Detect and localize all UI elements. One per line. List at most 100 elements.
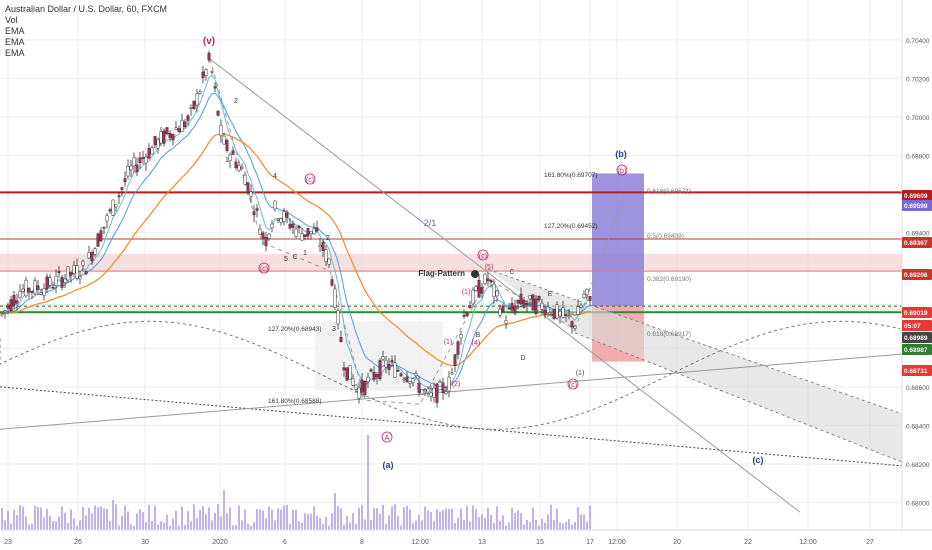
ratio-label: 2/1: [424, 218, 437, 228]
volume-bar: [277, 508, 279, 530]
volume-bar: [301, 522, 303, 530]
wave-letter: C: [292, 254, 297, 261]
volume-bar: [463, 520, 465, 530]
candle: [138, 157, 142, 164]
candle: [552, 309, 556, 319]
volume-bar: [532, 507, 534, 530]
volume-bar: [325, 516, 327, 530]
y-tick-label: 0.68600: [906, 385, 930, 392]
volume-bar: [184, 524, 186, 530]
candle: [561, 307, 565, 318]
volume-bar: [271, 509, 273, 530]
volume-bar: [514, 512, 516, 530]
candle: [27, 287, 31, 293]
volume-bar: [364, 519, 366, 530]
candle: [336, 310, 340, 325]
volume-bar: [445, 508, 447, 530]
candle: [33, 280, 37, 294]
volume-bar: [550, 504, 552, 530]
volume-bar: [244, 509, 246, 530]
volume-bar: [535, 519, 537, 530]
symbol-title[interactable]: Australian Dollar / U.S. Dollar, 60, FXC…: [5, 4, 168, 14]
volume-bar: [328, 525, 330, 530]
candle: [516, 299, 520, 304]
volume-bar: [400, 525, 402, 530]
price-badge-label: 0.69206: [904, 272, 928, 279]
volume-bar: [559, 522, 561, 530]
indicator-ema-3[interactable]: EMA: [5, 48, 25, 58]
candle: [252, 211, 256, 215]
candle: [129, 165, 133, 171]
volume-bar: [250, 525, 252, 530]
volume-bar: [292, 509, 294, 530]
volume-bar: [505, 525, 507, 530]
fib-box-left: [315, 321, 443, 391]
volume-bar: [154, 506, 156, 530]
volume-bar: [484, 517, 486, 530]
volume-bar: [280, 509, 282, 530]
candle: [300, 233, 304, 241]
candle: [462, 315, 466, 317]
volume-bar: [46, 508, 48, 530]
candle: [330, 279, 334, 286]
candle: [201, 71, 205, 78]
volume-bar: [481, 514, 483, 530]
candle: [126, 165, 130, 177]
price-badge-label: 0.69609: [904, 193, 928, 200]
volume-bar: [112, 499, 114, 530]
wave-number: 5: [284, 256, 288, 263]
candle: [114, 204, 118, 208]
candle: [153, 136, 157, 146]
volume-bar: [181, 506, 183, 530]
candle: [588, 295, 592, 301]
volume-bar: [169, 525, 171, 530]
candle: [309, 231, 313, 234]
candle: [249, 191, 253, 197]
wave-circle-label: (b): [618, 168, 627, 175]
volume-bar: [427, 510, 429, 530]
candle: [96, 233, 100, 247]
price-badge-label: 0.68989: [904, 335, 928, 342]
volume-bar: [238, 505, 240, 530]
fib-label: 161.80%(0.68588): [268, 398, 322, 405]
candle: [327, 258, 331, 265]
candle: [24, 279, 28, 297]
volume-bar: [253, 522, 255, 530]
candle: [444, 391, 448, 395]
volume-bar: [79, 520, 81, 530]
candle: [468, 305, 472, 309]
candle: [543, 309, 547, 315]
candle: [585, 288, 589, 296]
indicator-ema-2[interactable]: EMA: [5, 37, 25, 47]
price-badge: [902, 365, 932, 376]
volume-bar: [16, 515, 18, 530]
fib-label: 161.80%(0.69707): [544, 172, 598, 179]
volume-bar: [529, 522, 531, 530]
candle: [273, 200, 277, 210]
trendlines: [0, 58, 903, 513]
x-tick-label: 20: [673, 539, 681, 546]
volume-bar: [571, 524, 573, 530]
x-axis[interactable]: 23 26 30 2020 6 8 12:00 13 15 17 12:00 20 22 12:00 27: [0, 529, 932, 550]
wave-letter: B: [476, 332, 481, 339]
candle: [405, 376, 409, 382]
candle: [447, 376, 451, 392]
volume-bar: [109, 520, 111, 530]
volume-bar: [334, 493, 336, 530]
indicator-vol[interactable]: Vol: [5, 15, 18, 25]
wave-letter: C: [509, 269, 514, 276]
fib-label: 0.618(0.69674): [647, 188, 691, 195]
volume-bar: [367, 435, 369, 530]
candle: [321, 241, 325, 251]
candle: [507, 307, 511, 310]
candle: [426, 388, 430, 393]
candle: [549, 314, 553, 316]
volume-bar: [286, 504, 288, 530]
y-axis[interactable]: 0.704000.702000.700000.698000.696000.694…: [901, 0, 932, 550]
volume-bar: [67, 522, 69, 530]
indicator-ema-1[interactable]: EMA: [5, 26, 25, 36]
candle: [195, 93, 199, 106]
price-badge: [902, 237, 932, 248]
volume-bar: [133, 525, 135, 530]
